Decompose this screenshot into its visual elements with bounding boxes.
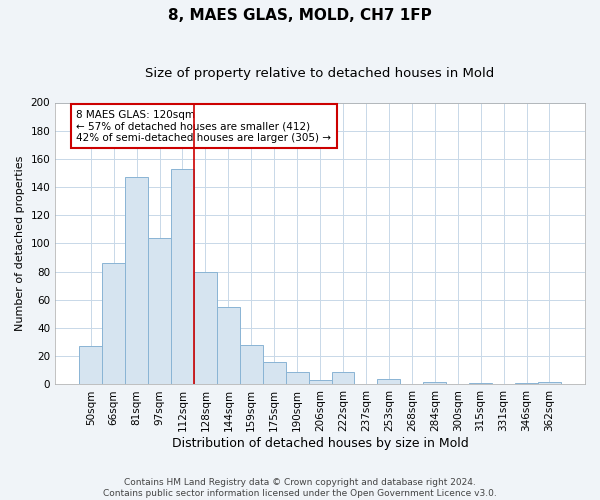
Bar (263, 362, 286, 384)
Title: Size of property relative to detached houses in Mold: Size of property relative to detached ho… (145, 68, 495, 80)
Bar (469, 383, 492, 384)
Text: 8 MAES GLAS: 120sqm
← 57% of detached houses are smaller (412)
42% of semi-detac: 8 MAES GLAS: 120sqm ← 57% of detached ho… (76, 110, 331, 142)
Bar (538, 382, 561, 384)
X-axis label: Distribution of detached houses by size in Mold: Distribution of detached houses by size … (172, 437, 469, 450)
Bar (377, 379, 400, 384)
Bar (308, 380, 332, 384)
Y-axis label: Number of detached properties: Number of detached properties (15, 156, 25, 331)
Text: 8, MAES GLAS, MOLD, CH7 1FP: 8, MAES GLAS, MOLD, CH7 1FP (168, 8, 432, 22)
Bar (171, 169, 194, 384)
Bar (217, 307, 240, 384)
Bar (423, 382, 446, 384)
Bar (286, 372, 308, 384)
Bar (148, 238, 171, 384)
Bar (102, 263, 125, 384)
Bar (125, 177, 148, 384)
Bar (79, 346, 102, 385)
Bar (194, 272, 217, 384)
Bar (332, 372, 355, 384)
Bar (515, 383, 538, 384)
Text: Contains HM Land Registry data © Crown copyright and database right 2024.
Contai: Contains HM Land Registry data © Crown c… (103, 478, 497, 498)
Bar (240, 345, 263, 385)
